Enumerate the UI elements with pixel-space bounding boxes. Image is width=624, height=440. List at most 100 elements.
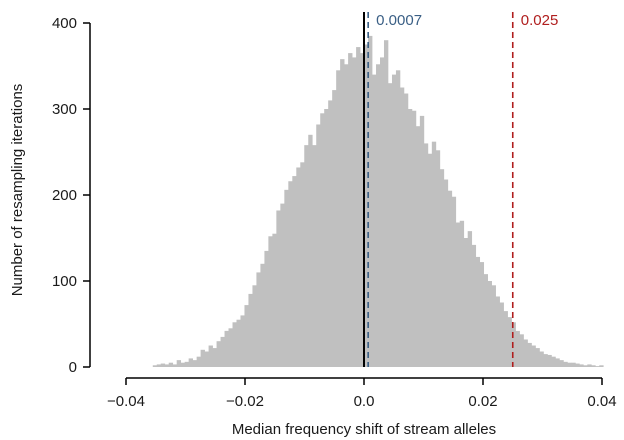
histogram-bar <box>407 109 413 367</box>
histogram-bar <box>168 362 174 367</box>
y-axis-title: Number of resampling iterations <box>9 84 26 297</box>
histogram-bar <box>252 285 257 367</box>
histogram-bar <box>340 59 345 368</box>
histogram-bar <box>272 233 277 367</box>
histogram-bar <box>304 145 309 367</box>
histogram-bar <box>192 360 197 367</box>
histogram-bar <box>483 274 488 367</box>
histogram-bar <box>463 238 469 367</box>
histogram-bar <box>216 341 221 367</box>
histogram-bar <box>188 358 193 367</box>
histogram-bar <box>308 134 313 367</box>
histogram-bar <box>336 70 341 368</box>
histogram-bar <box>499 302 504 367</box>
histogram-bar <box>479 262 485 367</box>
histogram-bar <box>268 236 273 367</box>
histogram-bar <box>220 336 225 367</box>
histogram-bar <box>200 349 205 367</box>
x-axis-title: Median frequency shift of stream alleles <box>232 421 496 438</box>
histogram-bar <box>419 115 425 367</box>
histogram-bar <box>399 87 405 367</box>
reference-line-label: 0.0007 <box>376 12 422 29</box>
histogram-bar <box>236 319 241 367</box>
histogram-bar <box>447 190 453 367</box>
histogram-bar <box>204 351 209 367</box>
histogram-bar <box>164 364 170 367</box>
histogram-bar <box>180 362 186 367</box>
histogram-bar <box>459 220 465 367</box>
histogram-bar <box>284 189 289 367</box>
histogram-bar <box>535 348 540 367</box>
histogram-bar <box>467 231 473 367</box>
histogram-bar <box>328 100 333 368</box>
histogram-bar <box>523 339 528 367</box>
histogram-bar <box>332 90 337 367</box>
histogram-bar <box>244 305 249 367</box>
histogram-bar <box>503 311 508 367</box>
histogram-bar <box>567 362 572 367</box>
histogram-bar <box>471 244 477 367</box>
histogram-bar <box>595 366 600 367</box>
histogram-bar <box>559 360 564 367</box>
histogram-bar <box>495 296 500 367</box>
y-tick-label: 400 <box>52 15 77 32</box>
y-tick-label: 0 <box>69 359 77 376</box>
x-tick-label: −0.04 <box>107 393 145 410</box>
histogram-bar <box>288 181 293 367</box>
histogram-bar <box>579 364 584 367</box>
histogram-bar <box>591 365 596 367</box>
histogram-bar <box>324 109 329 367</box>
x-tick-label: −0.02 <box>226 393 264 410</box>
histogram-bar <box>292 176 297 367</box>
histogram-bar <box>228 328 233 367</box>
histogram-bar <box>491 285 496 367</box>
histogram-bar <box>372 74 377 367</box>
histogram-bar <box>519 334 524 367</box>
histogram-bar <box>563 361 568 367</box>
reference-lines: 0.0007 0.025 <box>363 12 558 367</box>
histogram-bar <box>256 272 261 367</box>
histogram-bar <box>507 317 512 367</box>
histogram-bar <box>575 363 580 367</box>
histogram-bar <box>387 83 393 367</box>
histogram-bar <box>539 351 544 367</box>
histogram-bar <box>475 256 481 367</box>
histogram-bar <box>515 330 520 367</box>
axes: −0.04 −0.02 0.0 0.02 0.04 0 100 200 300 400 <box>52 15 617 410</box>
histogram-bar <box>264 250 269 367</box>
histogram-bar <box>451 196 457 367</box>
x-tick-label: 0.0 <box>354 393 375 410</box>
histogram-bar <box>184 361 190 367</box>
histogram-bar <box>391 74 397 367</box>
histogram-bar <box>435 150 441 367</box>
histogram-bar <box>411 110 417 367</box>
histogram-bar <box>531 345 536 367</box>
histogram-bar <box>224 330 229 367</box>
histogram-bar <box>431 141 437 367</box>
histogram-bar <box>395 70 401 368</box>
histogram-bar <box>364 44 369 367</box>
histogram-bar <box>172 364 178 367</box>
histogram-bar <box>527 342 532 367</box>
histogram-bar <box>383 40 389 367</box>
histogram-bar <box>368 35 373 368</box>
histogram-bar <box>160 363 166 367</box>
histogram-bar <box>511 322 516 367</box>
y-tick-label: 300 <box>52 101 77 118</box>
histogram-bar <box>455 222 461 367</box>
histogram-bar <box>439 169 445 367</box>
histogram-bar <box>427 153 433 367</box>
histogram-bar <box>583 365 588 367</box>
histogram-bar <box>176 360 182 367</box>
histogram-bar <box>344 64 349 367</box>
x-tick-label: 0.04 <box>587 393 616 410</box>
histogram-bar <box>415 126 421 367</box>
histogram-bar <box>300 162 305 367</box>
histogram-bar <box>320 113 325 367</box>
histogram-bar <box>443 179 449 367</box>
histogram-bar <box>260 263 265 367</box>
histogram-bar <box>356 47 361 367</box>
histogram-bar <box>403 93 409 368</box>
histogram-bar <box>152 365 158 367</box>
